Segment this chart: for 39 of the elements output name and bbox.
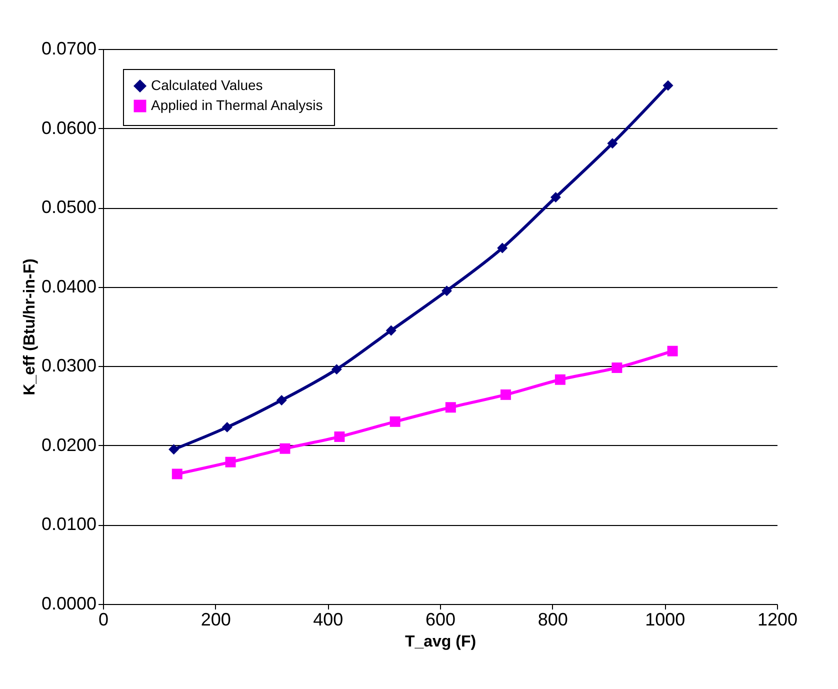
x-tick-label: 1000 bbox=[645, 610, 686, 630]
y-tick-label: 0.0400 bbox=[41, 276, 96, 296]
point bbox=[390, 416, 400, 427]
point bbox=[331, 364, 342, 375]
x-tick-label: 1200 bbox=[757, 610, 798, 630]
point bbox=[441, 286, 452, 296]
x-tick-label: 0 bbox=[98, 610, 109, 630]
point bbox=[280, 443, 290, 454]
point bbox=[550, 192, 561, 203]
y-tick-label: 0.0200 bbox=[41, 434, 96, 455]
legend-label: Applied in Thermal Analysis bbox=[151, 97, 323, 113]
x-tick-label: 800 bbox=[538, 610, 568, 630]
point bbox=[172, 468, 182, 480]
point bbox=[168, 444, 180, 455]
x-tick-label: 600 bbox=[425, 610, 456, 630]
point bbox=[225, 456, 236, 468]
point bbox=[667, 346, 678, 356]
point bbox=[334, 431, 345, 442]
y-tick-label: 0.0100 bbox=[41, 514, 96, 534]
point bbox=[222, 422, 232, 432]
y-tick-label: 0.0600 bbox=[41, 118, 96, 138]
y-tick-label: 0.0000 bbox=[41, 594, 96, 614]
y-tick-label: 0.0700 bbox=[41, 38, 96, 58]
point bbox=[276, 394, 287, 406]
point bbox=[386, 325, 396, 336]
point bbox=[497, 242, 508, 254]
point bbox=[662, 80, 674, 91]
point bbox=[607, 138, 618, 149]
point bbox=[445, 402, 456, 413]
y-tick-label: 0.0500 bbox=[41, 197, 96, 218]
x-tick-label: 200 bbox=[200, 610, 231, 630]
y-tick-label: 0.0300 bbox=[41, 356, 96, 376]
x-tick-label: 400 bbox=[313, 610, 344, 630]
point bbox=[554, 374, 566, 385]
point bbox=[500, 389, 511, 400]
x-axis-title: T_avg (F) bbox=[404, 634, 476, 650]
point bbox=[612, 362, 622, 373]
legend-label: Calculated Values bbox=[151, 77, 263, 93]
y-axis-title: K_eff (Btu/hr-in-F) bbox=[21, 258, 38, 396]
